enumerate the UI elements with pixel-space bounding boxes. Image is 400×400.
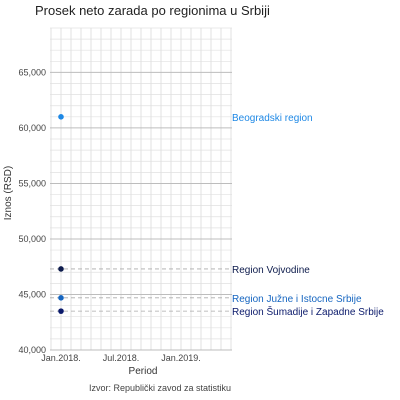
chart-title: Prosek neto zarada po regionima u Srbiji: [35, 3, 270, 18]
y-axis-ticks: 40,000 45,000 50,000 55,000 60,000 65,000: [18, 67, 46, 355]
y-tick-label: 45,000: [18, 289, 46, 299]
y-tick-label: 65,000: [18, 67, 46, 77]
x-tick-label: Jan.2019.: [161, 353, 201, 363]
x-tick-label: Jan.2018.: [41, 353, 81, 363]
data-point: [58, 308, 64, 314]
series-label: Region Šumadije i Zapadne Srbije: [232, 305, 384, 318]
data-point: [58, 295, 64, 301]
x-tick-label: Jul.2018.: [103, 353, 140, 363]
y-tick-label: 55,000: [18, 178, 46, 188]
y-tick-label: 60,000: [18, 123, 46, 133]
grid: [50, 27, 232, 351]
series-label: Region Južne i Istocne Srbije: [232, 294, 362, 305]
data-marks: Beogradski region Region Vojvodine Region …: [50, 113, 384, 318]
y-axis-label: Iznos (RSD): [3, 166, 14, 220]
y-tick-label: 50,000: [18, 234, 46, 244]
series-label: Region Vojvodine: [232, 265, 310, 276]
data-point: [58, 266, 64, 272]
series-label: Beogradski region: [232, 113, 313, 124]
data-point: [58, 114, 64, 120]
y-tick-label: 40,000: [18, 345, 46, 355]
x-axis-ticks: Jan.2018. Jul.2018. Jan.2019.: [41, 353, 201, 363]
chart-caption: Izvor: Republički zavod za statistiku: [89, 383, 231, 393]
x-axis-label: Period: [129, 366, 158, 377]
